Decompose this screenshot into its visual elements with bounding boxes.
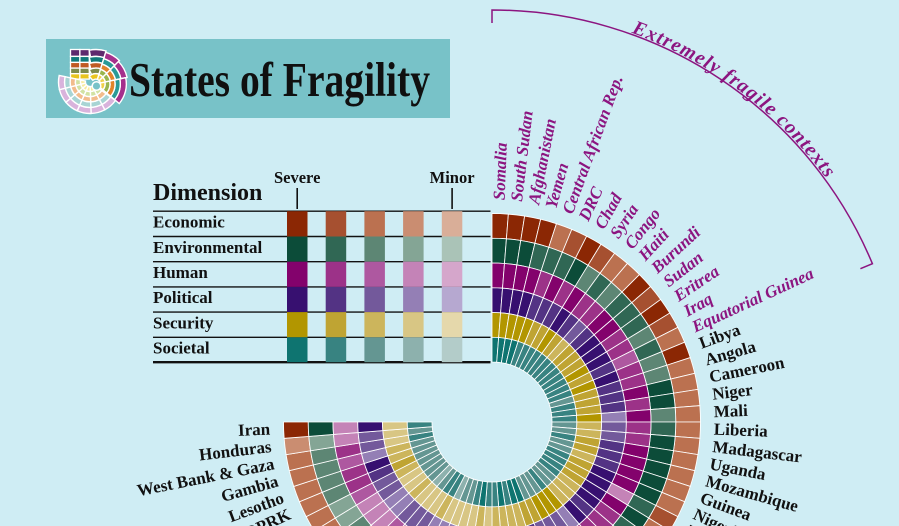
svg-text:Political: Political [153, 288, 213, 307]
svg-text:Environmental: Environmental [153, 238, 263, 257]
svg-text:Economic: Economic [153, 213, 225, 232]
svg-text:Mali: Mali [713, 401, 748, 421]
svg-text:Minor: Minor [430, 168, 475, 187]
svg-text:Iran: Iran [238, 420, 271, 440]
svg-text:Somalia: Somalia [490, 142, 511, 201]
svg-text:Human: Human [153, 263, 208, 282]
svg-text:Dimension: Dimension [153, 180, 262, 206]
svg-text:Severe: Severe [274, 168, 320, 187]
svg-text:Security: Security [153, 313, 214, 332]
svg-text:States of Fragility: States of Fragility [129, 52, 430, 107]
svg-text:Niger: Niger [711, 380, 754, 404]
svg-text:Societal: Societal [153, 339, 210, 358]
svg-text:Liberia: Liberia [713, 420, 768, 441]
